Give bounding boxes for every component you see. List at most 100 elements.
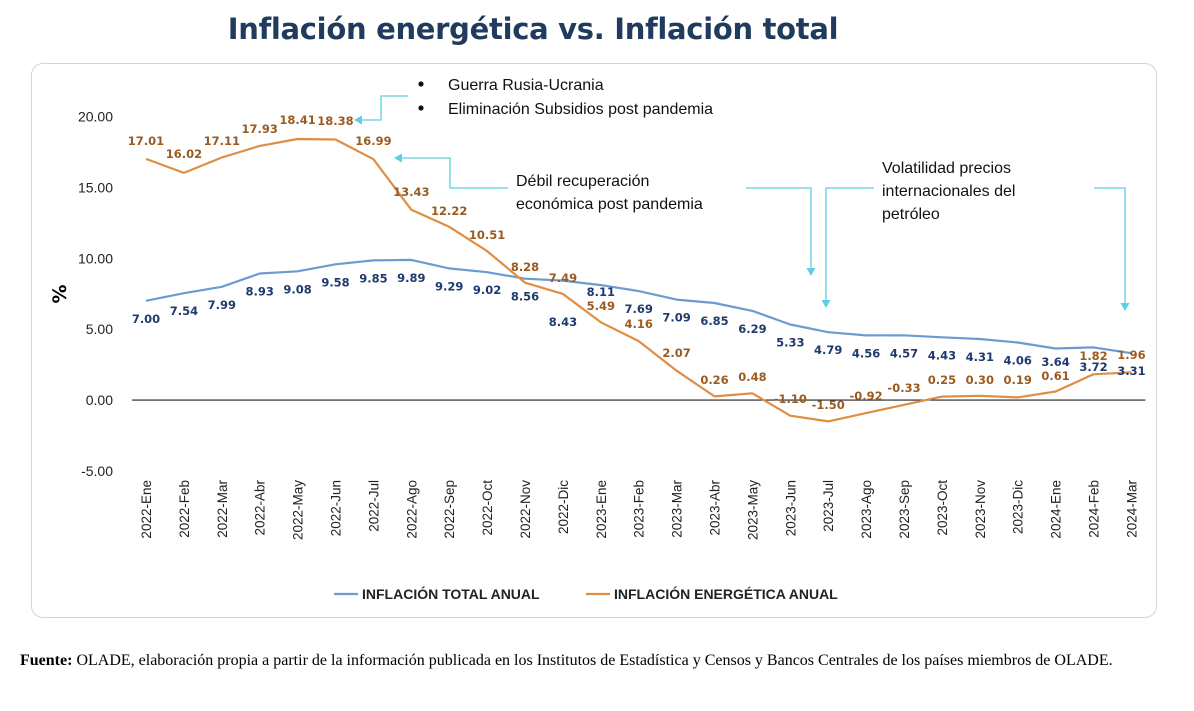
- data-label-energy: 1.96: [1117, 348, 1145, 362]
- source-label: Fuente:: [20, 652, 73, 669]
- data-label-total: 4.57: [890, 346, 918, 360]
- annotation-vol-line1: Volatilidad precios: [882, 160, 1011, 177]
- x-tick-label: 2022-Jul: [366, 480, 381, 532]
- data-label-energy: -1.10: [774, 392, 807, 406]
- data-label-total: 5.33: [776, 336, 804, 350]
- data-label-energy: 0.19: [1004, 373, 1032, 387]
- data-label-total: 4.31: [966, 350, 994, 364]
- x-tick-label: 2023-Nov: [973, 480, 988, 539]
- x-tick-label: 2022-Jun: [329, 480, 344, 536]
- data-label-energy: 8.28: [511, 260, 539, 274]
- x-tick-label: 2022-Abr: [253, 480, 268, 536]
- data-label-total: 7.99: [208, 298, 236, 312]
- data-label-total: 9.29: [435, 279, 463, 293]
- legend-label-total: INFLACIÓN TOTAL ANUAL: [362, 585, 540, 602]
- data-label-total: 4.43: [928, 348, 956, 362]
- x-tick-label: 2022-Mar: [215, 479, 230, 537]
- data-label-energy: -0.92: [850, 389, 883, 403]
- annotation-arrows: [354, 95, 1130, 311]
- x-tick-label: 2022-Ago: [404, 480, 419, 539]
- data-label-total: 3.31: [1117, 364, 1145, 378]
- x-tick-label: 2024-Feb: [1087, 480, 1102, 538]
- legend-label-energy: INFLACIÓN ENERGÉTICA ANUAL: [614, 585, 838, 602]
- data-label-energy: 7.49: [549, 271, 577, 285]
- data-label-energy: 0.61: [1041, 369, 1069, 383]
- arrow-head: [821, 300, 831, 308]
- y-tick-label: 20.00: [78, 109, 113, 125]
- arrow-weak-recovery: [402, 157, 508, 189]
- data-label-total: 7.00: [132, 312, 160, 326]
- arrow-head: [806, 268, 816, 276]
- series-line-total: [145, 258, 1132, 355]
- annotation-volatility: Volatilidad precios internacionales del …: [882, 160, 1015, 223]
- x-tick-label: 2023-Jul: [821, 480, 836, 532]
- data-label-total: 9.08: [283, 282, 311, 296]
- x-tick-label: 2023-May: [745, 480, 760, 540]
- series-line-energy: [145, 137, 1132, 423]
- data-label-total: 6.85: [700, 314, 728, 328]
- data-label-total: 8.93: [246, 284, 274, 298]
- chart-lines: [145, 137, 1132, 423]
- data-label-energy: 1.82: [1079, 349, 1107, 363]
- data-label-energy: 4.16: [625, 317, 653, 331]
- x-tick-label: 2023-Dic: [1011, 480, 1026, 534]
- data-label-energy: 10.51: [469, 228, 505, 242]
- x-tick-label: 2024-Ene: [1049, 480, 1064, 539]
- data-label-energy: 16.02: [166, 147, 202, 161]
- data-label-energy: 17.11: [204, 134, 240, 148]
- data-label-energy: 0.30: [966, 373, 994, 387]
- data-label-total: 8.56: [511, 290, 539, 304]
- arrow-head: [394, 153, 402, 163]
- data-label-energy: -1.50: [812, 398, 845, 412]
- arrow-volatility-2: [825, 187, 874, 300]
- x-tick-label: 2023-Ene: [594, 480, 609, 539]
- bullet-dot: [418, 81, 424, 87]
- data-label-energy: 18.38: [317, 114, 353, 128]
- x-tick-label: 2022-Feb: [177, 480, 192, 538]
- source-note: Fuente: OLADE, elaboración propia a part…: [20, 650, 1180, 672]
- arrow-war: [362, 95, 408, 121]
- data-label-total: 9.02: [473, 283, 501, 297]
- arrow-head: [1120, 303, 1130, 311]
- y-tick-label: -5.00: [81, 463, 113, 479]
- annotation-weak-recovery: Débil recuperación económica post pandem…: [516, 173, 703, 213]
- x-tick-label: 2022-Nov: [518, 480, 533, 539]
- data-label-energy: 18.41: [279, 113, 315, 127]
- data-label-total: 3.64: [1041, 355, 1069, 369]
- data-label-energy: 16.99: [355, 134, 391, 148]
- x-tick-label: 2022-May: [291, 480, 306, 540]
- data-label-energy: 5.49: [587, 299, 615, 313]
- data-label-energy: 17.93: [242, 122, 278, 136]
- annotation-weak-line1: Débil recuperación: [516, 173, 649, 190]
- annotation-weak-line2: económica post pandemia: [516, 196, 703, 213]
- bullet-dot: [418, 105, 424, 111]
- data-label-total: 9.85: [359, 271, 387, 285]
- chart-frame: [31, 63, 1157, 618]
- chart-data-labels: 7.00 7.54 7.99 8.93 9.08 9.58 9.85 9.89 9.29 9.02…: [128, 113, 1146, 412]
- x-tick-label: 2023-Feb: [632, 480, 647, 538]
- data-label-total: 7.54: [170, 304, 198, 318]
- data-label-energy: 13.43: [393, 185, 429, 199]
- annotation-vol-line3: petróleo: [882, 206, 940, 223]
- data-label-energy: -0.33: [887, 381, 920, 395]
- x-tick-label: 2022-Oct: [480, 480, 495, 536]
- annotation-war-text: Guerra Rusia-Ucrania: [448, 77, 604, 94]
- x-tick-label: 2022-Sep: [442, 480, 457, 539]
- arrow-volatility-1: [746, 187, 812, 268]
- data-label-total: 8.43: [549, 315, 577, 329]
- x-tick-label: 2022-Dic: [556, 480, 571, 534]
- data-label-energy: 17.01: [128, 134, 164, 148]
- legend: INFLACIÓN TOTAL ANUAL INFLACIÓN ENERGÉTI…: [334, 585, 838, 602]
- x-tick-label: 2023-Mar: [670, 479, 685, 537]
- annotation-subsidy-text: Eliminación Subsidios post pandemia: [448, 101, 713, 118]
- data-label-total: 6.29: [738, 322, 766, 336]
- data-label-total: 3.72: [1079, 360, 1107, 374]
- data-label-energy: 2.07: [662, 346, 690, 360]
- data-label-total: 8.11: [587, 285, 615, 299]
- data-label-energy: 0.25: [928, 373, 956, 387]
- arrow-volatility-3: [1094, 187, 1126, 303]
- x-tick-label: 2023-Sep: [897, 480, 912, 539]
- y-tick-label: 5.00: [86, 321, 113, 337]
- data-label-total: 4.79: [814, 343, 842, 357]
- data-label-total: 4.06: [1004, 354, 1032, 368]
